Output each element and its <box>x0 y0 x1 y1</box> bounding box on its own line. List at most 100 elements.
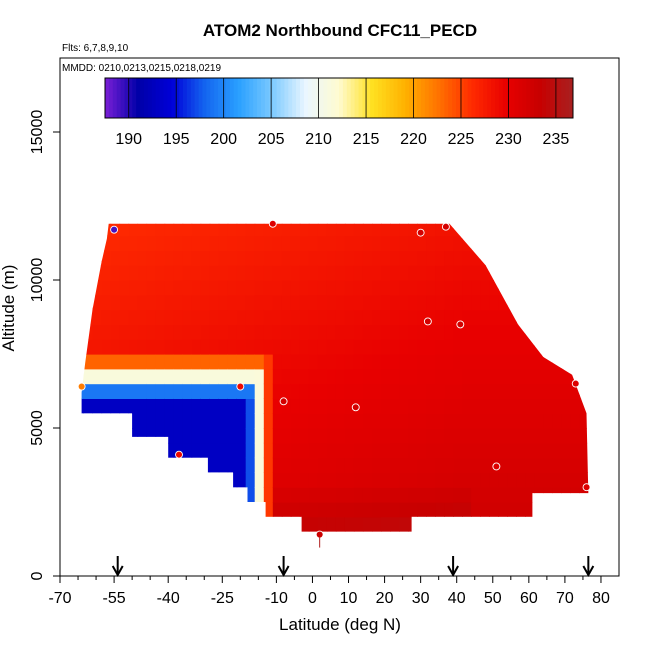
colorbar-swatch <box>108 78 114 118</box>
heatmap-cell <box>372 354 382 370</box>
heatmap-cell <box>498 235 508 251</box>
x-tick-label: 0 <box>308 590 317 607</box>
heatmap-cell <box>426 442 436 459</box>
heatmap-cell <box>227 339 238 355</box>
colorbar-swatch <box>124 78 129 118</box>
heatmap-cell <box>155 383 166 399</box>
colorbar-swatch <box>350 78 356 118</box>
heatmap-cell <box>525 383 535 399</box>
heatmap-cell <box>254 472 265 488</box>
colorbar-swatch <box>389 78 395 118</box>
heatmap-cell <box>119 280 130 296</box>
heatmap-cell <box>200 428 211 444</box>
heatmap-cell <box>471 383 481 399</box>
heatmap-cell <box>245 487 256 503</box>
heatmap-cell <box>317 354 328 370</box>
heatmap-cell <box>155 516 166 532</box>
heatmap-cell <box>173 294 184 311</box>
heatmap-cell <box>399 368 409 385</box>
heatmap-cell <box>317 250 328 266</box>
heatmap-cell <box>101 265 112 281</box>
heatmap-cell <box>92 265 103 281</box>
heatmap-cell <box>299 457 310 473</box>
heatmap-cell <box>146 309 157 325</box>
heatmap-cell <box>335 368 346 385</box>
colorbar-swatch <box>206 78 211 118</box>
heatmap-cell <box>245 413 256 429</box>
heatmap-cell <box>227 354 238 370</box>
heatmap-cell <box>588 502 598 517</box>
heatmap-cell <box>81 457 84 473</box>
heatmap-cell <box>390 457 400 473</box>
heatmap-cell <box>200 265 211 281</box>
heatmap-cell <box>489 502 499 518</box>
heatmap-cell <box>362 487 373 503</box>
observation-point <box>571 379 580 388</box>
heatmap-cell <box>543 413 553 429</box>
heatmap-cell <box>570 235 580 251</box>
heatmap-cell <box>372 516 382 532</box>
heatmap-cell <box>254 398 265 414</box>
observation-point <box>351 403 360 412</box>
colorbar-swatch <box>249 78 254 118</box>
heatmap-cell <box>200 324 211 340</box>
heatmap-cell <box>173 309 184 325</box>
heatmap-cell <box>200 472 211 488</box>
observation-point <box>236 382 245 391</box>
heatmap-cell <box>81 309 84 325</box>
heatmap-cell <box>272 442 283 459</box>
heatmap-cell <box>236 265 247 281</box>
heatmap-cell <box>155 309 166 325</box>
heatmap-cell <box>182 250 193 266</box>
colorbar-tick-label: 230 <box>495 131 522 148</box>
heatmap-cell <box>317 265 328 281</box>
heatmap-cell <box>101 309 112 325</box>
heatmap-cell <box>146 413 157 429</box>
heatmap-cell <box>155 487 166 503</box>
heatmap-cell <box>498 442 508 459</box>
heatmap-cell <box>200 368 211 385</box>
heatmap-cell <box>209 339 220 355</box>
heatmap-cell <box>399 324 409 340</box>
heatmap-cell <box>191 368 202 385</box>
heatmap-cell <box>92 502 103 518</box>
heatmap-cell <box>525 413 535 429</box>
heatmap-cell <box>353 502 364 518</box>
heatmap-cell <box>92 487 103 503</box>
colorbar-frame <box>104 77 574 119</box>
heatmap-cell <box>317 339 328 355</box>
heatmap-cell <box>227 309 238 325</box>
heatmap-cell <box>552 442 562 459</box>
heatmap-cell <box>119 324 130 340</box>
heatmap-cell <box>83 368 93 385</box>
heatmap-cell <box>209 413 220 429</box>
heatmap-cell <box>119 383 130 399</box>
heatmap-cell <box>435 368 445 385</box>
heatmap-cell <box>236 413 247 429</box>
heatmap-cell <box>579 472 589 488</box>
heatmap-cell <box>173 472 184 488</box>
heatmap-cell <box>227 502 238 518</box>
heatmap-cell <box>182 487 193 503</box>
heatmap-cell <box>308 223 319 237</box>
heatmap-cell <box>81 280 84 296</box>
heatmap-cell <box>344 502 355 518</box>
heatmap-cell <box>570 502 580 518</box>
heatmap-cell <box>417 354 427 370</box>
colorbar-swatch <box>444 78 449 118</box>
heatmap-cell <box>200 487 211 503</box>
heatmap-cell <box>218 223 229 237</box>
heatmap-cell <box>92 368 103 385</box>
heatmap-cell <box>390 324 400 340</box>
heatmap-cell <box>426 223 436 237</box>
heatmap-cell <box>254 354 265 370</box>
heatmap-cell <box>435 339 445 355</box>
heatmap-cell <box>245 324 256 340</box>
heatmap-cell <box>227 235 238 251</box>
heatmap-cell <box>92 472 103 488</box>
heatmap-cell <box>507 354 517 370</box>
heatmap-cell <box>408 280 418 296</box>
heatmap-cell <box>146 324 157 340</box>
heatmap-cell <box>344 516 355 532</box>
heatmap-cell <box>471 339 481 355</box>
